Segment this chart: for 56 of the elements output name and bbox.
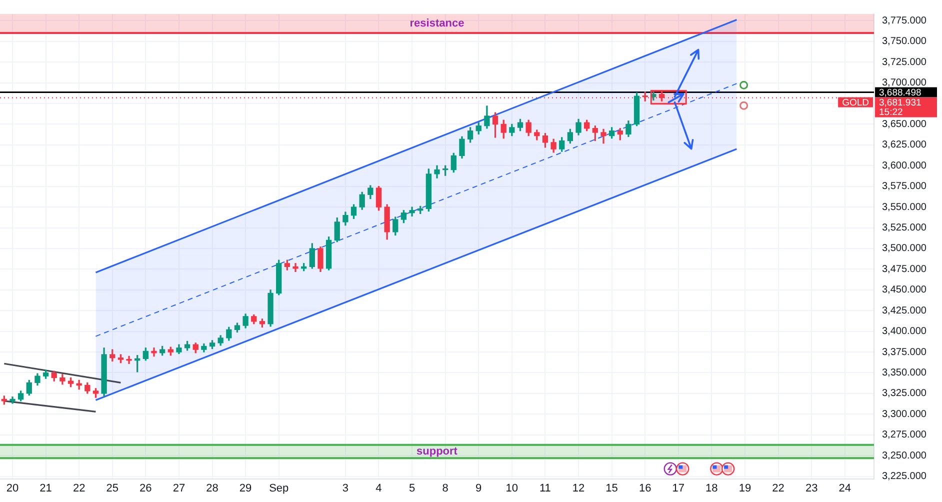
x-tick-label: 19: [738, 482, 752, 494]
y-tick-label: 3,725.000: [882, 56, 927, 68]
y-tick-label: 3,400.000: [882, 326, 927, 338]
text: 15:22: [879, 106, 903, 118]
y-tick-label: 3,425.000: [882, 305, 927, 316]
x-tick-label: 12: [572, 482, 585, 494]
y-tick-label: 3,225.000: [882, 471, 927, 482]
y-tick-label: 3,625.000: [882, 140, 927, 151]
y-tick-label: 3,250.000: [882, 450, 927, 462]
x-tick-label: 3: [342, 482, 348, 494]
x-tick-label: Sep: [269, 482, 289, 494]
y-tick-label: 3,350.000: [882, 368, 927, 378]
x-tick-label: 16: [638, 482, 652, 494]
x-tick-label: 22: [72, 482, 86, 494]
x-tick-label: 28: [206, 482, 218, 494]
y-tick-label: 3,450.000: [882, 284, 927, 296]
x-tick-label: 29: [239, 482, 252, 494]
x-tick-label: 26: [140, 482, 152, 494]
y-tick-label: 3,300.000: [882, 408, 927, 420]
x-tick-label: 22: [772, 482, 784, 494]
ref-line-label: 3,688.498: [879, 87, 922, 98]
band-label: support: [416, 445, 458, 458]
y-tick-label: 3,475.000: [882, 264, 927, 275]
x-tick-label: 11: [540, 482, 551, 494]
x-tick-label: 15: [606, 482, 618, 494]
x-tick-label: 9: [476, 482, 482, 494]
x-tick-label: 10: [506, 482, 518, 494]
candlestick: [126, 356, 132, 364]
ref-line-label: 3,681.931: [879, 97, 922, 108]
y-tick-label: 3,275.000: [882, 430, 927, 441]
y-tick-label: 3,375.000: [882, 346, 927, 358]
candlestick: [292, 263, 298, 272]
y-tick-label: 3,525.000: [882, 222, 927, 234]
y-tick-label: 3,700.000: [882, 78, 927, 89]
x-tick-label: 18: [706, 482, 718, 494]
candlestick: [151, 348, 157, 357]
y-tick-label: 3,750.000: [882, 36, 927, 48]
x-tick-label: 5: [408, 482, 416, 494]
x-tick-label: 24: [838, 482, 851, 494]
y-tick-label: 3,325.000: [882, 388, 927, 400]
y-tick-label: 3,500.000: [882, 243, 927, 254]
y-tick-label: 3,650.000: [882, 118, 927, 130]
y-tick-label: 3,575.000: [882, 181, 927, 192]
x-tick-label: 23: [805, 482, 818, 494]
x-tick-label: 25: [106, 482, 118, 494]
y-tick-label: 3,550.000: [882, 202, 927, 213]
x-tick-label: 21: [40, 482, 52, 494]
band-label: resistance: [410, 18, 464, 30]
x-tick-label: 20: [6, 482, 19, 494]
x-tick-label: 17: [672, 482, 685, 494]
annotation: GOLD: [842, 97, 870, 108]
x-tick-label: 27: [172, 482, 186, 494]
x-tick-label: 4: [376, 482, 382, 494]
y-tick-label: 3,775.000: [882, 15, 927, 26]
x-tick-label: 8: [442, 482, 448, 494]
y-tick-label: 3,600.000: [882, 160, 927, 172]
